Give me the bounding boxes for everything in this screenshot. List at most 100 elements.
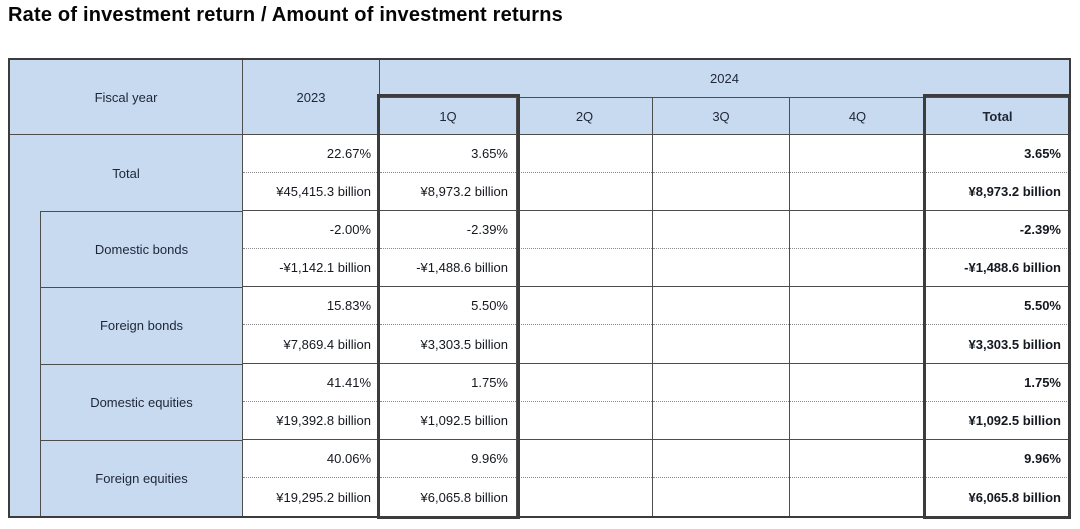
rate-value [790,135,925,174]
row-label-column: Total Domestic bonds Foreign bonds Domes… [10,135,243,516]
header-total-column: Total [926,98,1069,135]
rate-value [653,135,789,174]
amount-value: ¥1,092.5 billion [420,412,508,428]
header-2q: 2Q [517,98,653,135]
cell-total-1q: 3.65% ¥8,973.2 billion [380,135,517,212]
rate-value [517,364,652,402]
cell-domestic-equities-3q [653,363,790,440]
page-title: Rate of investment return / Amount of in… [8,4,563,26]
cell-domestic-bonds-2023: -2.00% -¥1,142.1 billion [243,211,380,288]
rate-value [790,364,925,402]
header-3q: 3Q [653,98,790,135]
amount-value [653,173,789,210]
cell-total-2023: 22.67% ¥45,415.3 billion [243,135,380,212]
rate-value: 40.06% [243,440,379,479]
amount-value [517,325,652,362]
cell-total-total: 3.65% ¥8,973.2 billion [926,135,1069,212]
cell-domestic-equities-2023: 41.41% ¥19,392.8 billion [243,363,380,440]
cell-foreign-bonds-1q: 5.50% ¥3,303.5 billion [380,287,517,364]
rate-value [517,211,652,250]
cell-total-3q [653,135,790,212]
cell-total-4q [790,135,926,212]
rate-value: 3.65% [380,135,516,174]
rate-value: -2.39% [926,211,1069,250]
cell-foreign-bonds-3q [653,287,790,364]
cell-foreign-equities-1q: 9.96% ¥6,065.8 billion [380,439,517,516]
rate-value: 5.50% [926,287,1069,326]
rate-value: 1.75% [926,364,1069,402]
row-label-domestic-equities: Domestic equities [40,363,242,440]
table-grid: Fiscal year 2023 2024 1Q 2Q 3Q 4Q Total … [8,58,1071,518]
amount-value [517,478,652,516]
cell-domestic-bonds-3q [653,211,790,288]
amount-value [517,249,652,286]
rate-value [517,440,652,479]
rate-value: 15.83% [243,287,379,326]
rate-value [517,135,652,174]
amount-value [517,402,652,439]
rate-value [653,364,789,402]
cell-foreign-bonds-4q [790,287,926,364]
amount-value [790,173,925,210]
amount-value [790,478,925,516]
cell-foreign-bonds-total: 5.50% ¥3,303.5 billion [926,287,1069,364]
cell-foreign-equities-3q [653,439,790,516]
amount-value: ¥3,303.5 billion [420,336,508,352]
amount-value: -¥1,488.6 billion [964,260,1061,276]
row-label-total: Total [112,165,140,181]
cell-domestic-bonds-2q [517,211,653,288]
rate-value [653,440,789,479]
rate-value: 5.50% [380,287,516,326]
amount-value: ¥7,869.4 billion [283,336,371,352]
rate-value: -2.00% [243,211,379,250]
amount-value [790,402,925,439]
amount-value: -¥1,488.6 billion [416,260,508,276]
cell-domestic-equities-4q [790,363,926,440]
rate-value [790,440,925,479]
rate-value [790,287,925,326]
rate-value: 1.75% [380,364,516,402]
cell-foreign-equities-2023: 40.06% ¥19,295.2 billion [243,439,380,516]
cell-foreign-equities-4q [790,439,926,516]
rate-value: -2.39% [380,211,516,250]
header-2024: 2024 [380,60,1069,98]
rate-value: 41.41% [243,364,379,402]
cell-domestic-equities-2q [517,363,653,440]
amount-value: ¥8,973.2 billion [968,184,1062,200]
cell-total-2q [517,135,653,212]
amount-value: ¥1,092.5 billion [968,412,1062,428]
header-fiscal-year: Fiscal year [10,60,243,135]
amount-value: -¥1,142.1 billion [279,260,371,276]
rate-value [790,211,925,250]
amount-value [790,325,925,362]
rate-value: 9.96% [380,440,516,479]
amount-value: ¥6,065.8 billion [968,489,1062,505]
rate-value [653,211,789,250]
amount-value [517,173,652,210]
amount-value: ¥19,392.8 billion [276,412,371,428]
amount-value: ¥8,973.2 billion [420,184,508,200]
amount-value [790,249,925,286]
cell-domestic-equities-total: 1.75% ¥1,092.5 billion [926,363,1069,440]
amount-value: ¥3,303.5 billion [968,336,1062,352]
cell-domestic-bonds-4q [790,211,926,288]
investment-returns-table: Fiscal year 2023 2024 1Q 2Q 3Q 4Q Total … [8,58,1071,519]
rate-value: 3.65% [926,135,1069,174]
cell-foreign-bonds-2023: 15.83% ¥7,869.4 billion [243,287,380,364]
amount-value: ¥45,415.3 billion [276,184,371,200]
amount-value [653,478,789,516]
cell-foreign-bonds-2q [517,287,653,364]
amount-value: ¥6,065.8 billion [420,489,508,505]
cell-domestic-bonds-1q: -2.39% -¥1,488.6 billion [380,211,517,288]
amount-value [653,402,789,439]
rate-value: 9.96% [926,440,1069,479]
header-2023: 2023 [243,60,380,135]
cell-domestic-bonds-total: -2.39% -¥1,488.6 billion [926,211,1069,288]
header-1q: 1Q [380,98,517,135]
row-label-domestic-bonds: Domestic bonds [40,211,242,288]
row-label-foreign-bonds: Foreign bonds [40,287,242,364]
rate-value [653,287,789,326]
header-4q: 4Q [790,98,926,135]
amount-value: ¥19,295.2 billion [276,489,371,505]
rate-value [517,287,652,326]
